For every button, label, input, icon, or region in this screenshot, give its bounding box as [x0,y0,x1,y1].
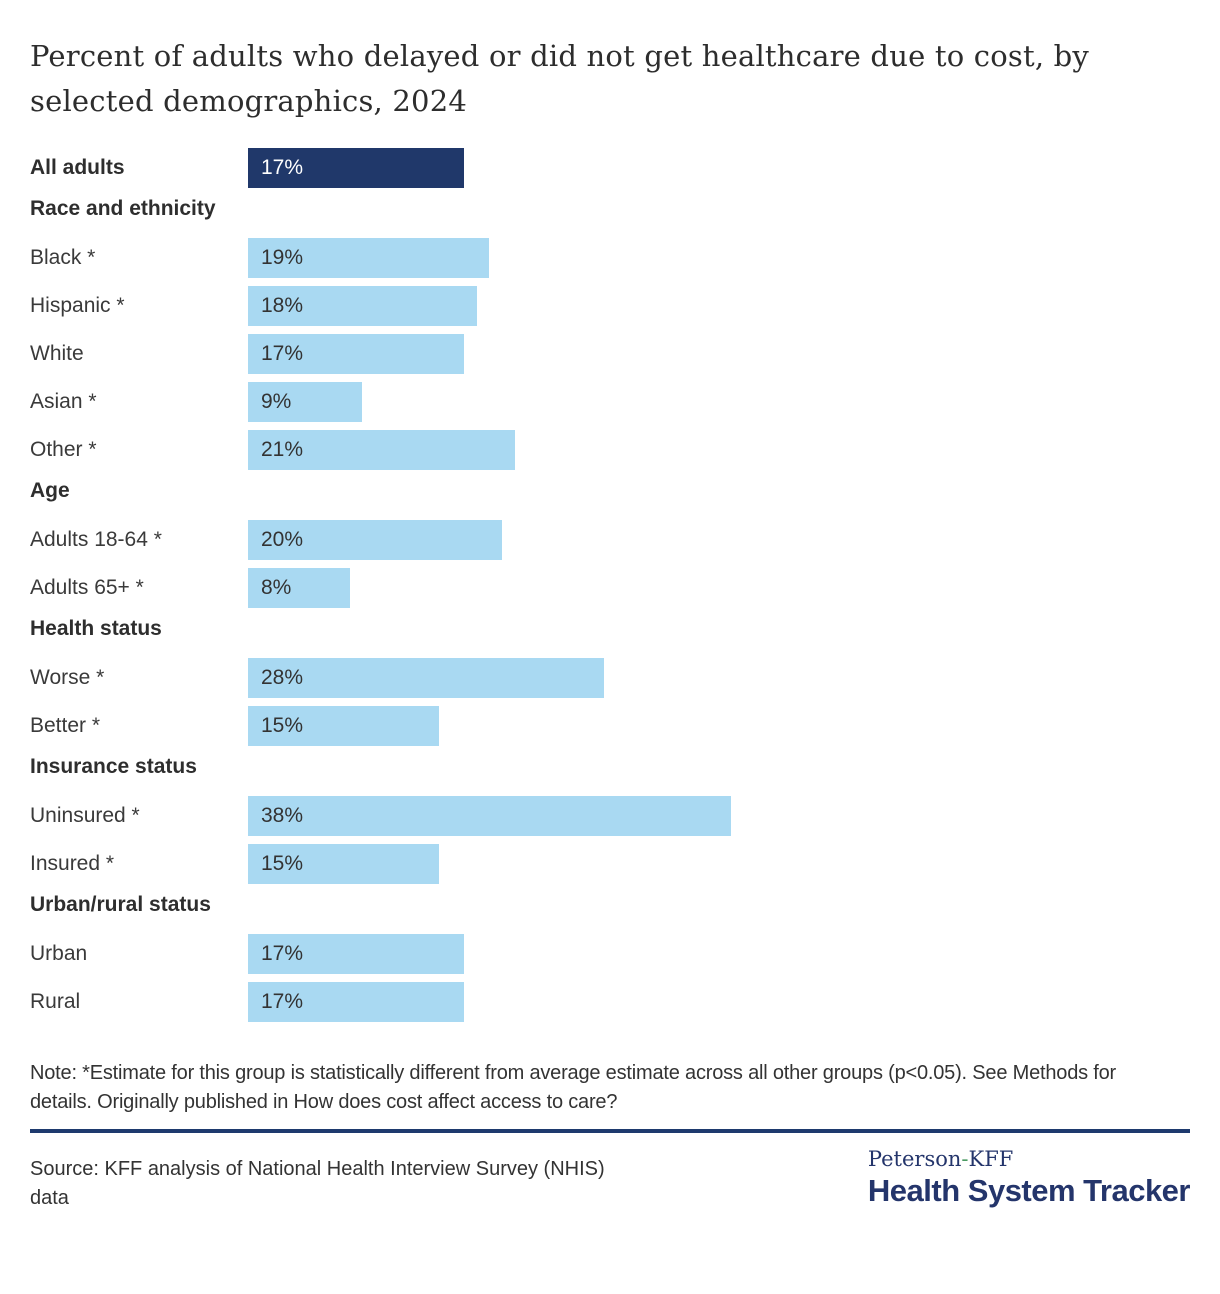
bar-value-label: 19% [261,246,304,269]
bar-better: 15% [248,706,439,746]
section-header-health-status: Health status [30,617,162,640]
bar-adults-65: 8% [248,568,350,608]
chart-row-better: Better * 15% [30,706,1190,746]
bar-chart: All adults 17% Race and ethnicity Black * 19… [30,148,1190,1022]
logo-peterson: Peterson [867,1147,962,1171]
bar-insured: 15% [248,844,439,884]
note-text: Note: *Estimate for this group is statis… [30,1062,1117,1113]
category-label: Uninsured * [30,804,140,827]
chart-row-worse: Worse * 28% [30,658,1190,698]
category-label: Hispanic * [30,294,125,317]
chart-row-rural: Rural 17% [30,982,1190,1022]
bar-other: 21% [248,430,515,470]
chart-row-hispanic: Hispanic * 18% [30,286,1190,326]
bar-value-label: 17% [261,942,304,965]
brand-logo: Peterson-KFF Health System Tracker [867,1147,1191,1208]
chart-card: Percent of adults who delayed or did not… [30,39,1191,1213]
category-label: White [30,342,84,365]
logo-health-system-tracker: Health System Tracker [867,1173,1191,1208]
bar-value-label: 21% [261,438,304,461]
section-header-insurance-status: Insurance status [30,755,197,778]
section-header-urban-rural-status: Urban/rural status [30,893,211,916]
bar-value-label: 17% [261,990,304,1013]
logo-peterson-kff: Peterson-KFF [868,1147,1190,1171]
source-text: Source: KFF analysis of National Health … [30,1158,605,1209]
category-label: Urban [30,942,88,965]
bar-value-label: 18% [261,294,304,317]
chart-row-uninsured: Uninsured * 38% [30,796,1190,836]
bar-value-label: 8% [261,576,292,599]
bar-value-label: 20% [261,528,304,551]
bar-value-label: 15% [261,852,304,875]
chart-row-urban: Urban 17% [30,934,1190,974]
bar-white: 17% [248,334,464,374]
bar-value-label: 38% [261,804,304,827]
bar-value-label: 17% [261,342,304,365]
category-label: Rural [30,990,81,1013]
category-label: Adults 65+ * [30,576,144,599]
chart-title: Percent of adults who delayed or did not… [30,39,1090,118]
bar-uninsured: 38% [248,796,731,836]
divider-line [30,1129,1190,1133]
bar-adults-18-64: 20% [248,520,502,560]
category-label: Black * [30,246,96,269]
bar-asian: 9% [248,382,363,422]
chart-row-white: White 17% [30,334,1190,374]
chart-row-adults-65: Adults 65+ * 8% [30,568,1190,608]
bar-worse: 28% [248,658,604,698]
bar-value-label: 15% [261,714,304,737]
section-header-age: Age [30,479,70,502]
chart-row-asian: Asian * 9% [30,382,1190,422]
category-label: Worse * [30,666,105,689]
category-label: Insured * [30,852,115,875]
bar-black: 19% [248,238,490,278]
bar-value-label: 28% [261,666,304,689]
chart-row-black: Black * 19% [30,238,1190,278]
chart-row-other: Other * 21% [30,430,1190,470]
category-label: All adults [30,156,125,179]
logo-hyphen: - [961,1147,969,1171]
section-header-race-and-ethnicity: Race and ethnicity [30,197,216,220]
category-label: Asian * [30,390,97,413]
category-label: Better * [30,714,101,737]
category-label: Adults 18-64 * [30,528,162,551]
logo-kff: KFF [968,1147,1014,1171]
chart-row-all-adults: All adults 17% [30,148,1190,188]
category-label: Other * [30,438,97,461]
footer: Source: KFF analysis of National Health … [30,1147,1191,1213]
bar-rural: 17% [248,982,464,1022]
bar-urban: 17% [248,934,464,974]
bar-all-adults: 17% [248,148,464,188]
chart-row-insured: Insured * 15% [30,844,1190,884]
chart-row-adults-18-64: Adults 18-64 * 20% [30,520,1190,560]
bar-hispanic: 18% [248,286,477,326]
bar-value-label: 17% [261,156,304,179]
bar-value-label: 9% [261,390,292,413]
